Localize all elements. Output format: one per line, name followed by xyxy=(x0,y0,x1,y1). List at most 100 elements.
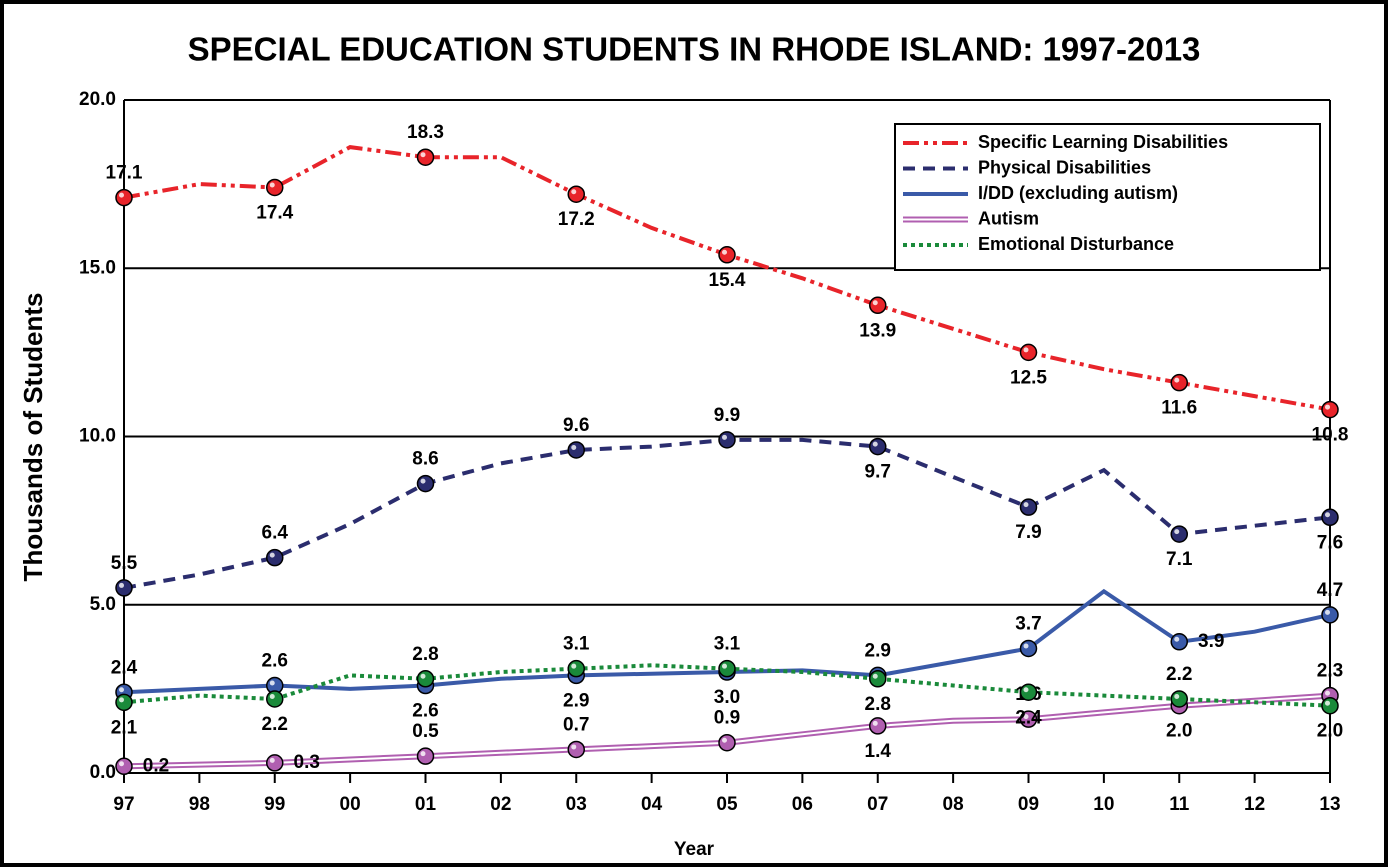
data-label: 2.8 xyxy=(412,644,438,665)
data-point-shine xyxy=(571,744,577,750)
data-point xyxy=(416,474,435,493)
data-point-shine xyxy=(269,182,275,188)
data-point-shine xyxy=(1325,609,1330,615)
data-point-shine xyxy=(1174,693,1180,699)
y-tick-label: 15.0 xyxy=(79,257,116,278)
data-point xyxy=(1170,690,1188,708)
data-point xyxy=(1170,633,1188,651)
x-tick-label: 02 xyxy=(490,794,511,815)
data-point xyxy=(266,690,284,708)
data-point-shine xyxy=(872,441,878,447)
x-tick-label: 05 xyxy=(716,794,738,815)
x-tick-label: 13 xyxy=(1319,794,1340,815)
data-label: 17.1 xyxy=(106,163,143,184)
data-point xyxy=(115,188,133,207)
data-label: 0.3 xyxy=(294,752,320,773)
data-label: 10.8 xyxy=(1312,425,1349,446)
data-point xyxy=(1321,696,1339,715)
data-point-shine xyxy=(1174,377,1180,383)
data-label: 17.2 xyxy=(558,209,595,230)
x-tick-label: 11 xyxy=(1169,794,1190,815)
data-point xyxy=(567,185,585,203)
data-point-shine xyxy=(1325,512,1330,518)
data-point-shine xyxy=(1023,714,1029,720)
x-tick-label: 97 xyxy=(113,794,134,815)
data-label: 3.0 xyxy=(714,687,740,708)
data-label: 2.9 xyxy=(865,640,891,661)
data-point-shine xyxy=(269,552,275,558)
data-point xyxy=(869,670,887,688)
data-point-shine xyxy=(1325,404,1330,410)
series-line xyxy=(123,663,1331,708)
data-point xyxy=(1019,639,1038,658)
data-label: 2.4 xyxy=(111,657,138,678)
data-label: 2.3 xyxy=(1317,661,1343,682)
data-label: 7.9 xyxy=(1015,522,1041,543)
data-point-shine xyxy=(722,434,727,440)
data-point-shine xyxy=(119,582,124,588)
data-label: 2.2 xyxy=(1166,664,1192,685)
x-tick-label: 03 xyxy=(566,794,587,815)
y-tick-label: 20.0 xyxy=(79,89,116,110)
data-label: 17.4 xyxy=(256,203,293,224)
data-label: 3.7 xyxy=(1015,614,1041,635)
data-point xyxy=(718,733,736,752)
x-tick-label: 09 xyxy=(1018,794,1039,815)
data-point-shine xyxy=(722,663,727,669)
data-label: 2.1 xyxy=(111,717,138,738)
data-point xyxy=(416,670,435,688)
data-point-shine xyxy=(872,300,878,306)
data-point-shine xyxy=(119,192,124,198)
data-point-shine xyxy=(1174,529,1180,535)
data-label: 6.4 xyxy=(262,523,289,544)
data-label: 2.0 xyxy=(1166,721,1192,742)
data-label: 11.6 xyxy=(1161,398,1197,419)
data-label: 2.6 xyxy=(412,701,438,722)
data-point xyxy=(1019,343,1038,362)
x-tick-label: 01 xyxy=(415,794,437,815)
data-label: 0.2 xyxy=(143,755,169,776)
data-point xyxy=(869,437,887,456)
data-point-shine xyxy=(420,673,426,679)
x-tick-label: 06 xyxy=(792,794,813,815)
data-point-shine xyxy=(119,697,124,703)
data-point-shine xyxy=(269,757,275,763)
data-label: 13.9 xyxy=(859,320,896,341)
data-label: 5.5 xyxy=(111,553,138,574)
data-label: 4.7 xyxy=(1317,580,1343,601)
data-point-shine xyxy=(420,152,426,158)
data-label: 2.9 xyxy=(563,690,589,711)
legend-box xyxy=(894,123,1321,271)
data-point-shine xyxy=(269,693,275,699)
data-point xyxy=(1321,508,1339,527)
data-label: 2.4 xyxy=(1015,707,1042,728)
data-point xyxy=(1019,683,1038,701)
x-axis-label: Year xyxy=(674,839,715,860)
data-point xyxy=(1170,525,1188,543)
data-point-shine xyxy=(872,720,878,726)
data-point-shine xyxy=(722,737,727,743)
x-tick-label: 07 xyxy=(867,794,888,815)
data-label: 15.4 xyxy=(709,270,746,291)
data-point xyxy=(266,178,284,197)
data-point xyxy=(1321,606,1339,624)
data-label: 3.1 xyxy=(714,634,741,655)
data-label: 1.4 xyxy=(865,741,892,762)
data-point xyxy=(869,717,887,735)
data-point xyxy=(567,441,585,459)
data-label: 9.7 xyxy=(865,462,891,483)
x-tick-label: 98 xyxy=(189,794,210,815)
data-label: 3.1 xyxy=(563,634,590,655)
data-label: 0.7 xyxy=(563,714,589,735)
data-point-shine xyxy=(571,189,577,195)
legend-label: Physical Disabilities xyxy=(978,157,1151,177)
data-point-shine xyxy=(1174,636,1180,642)
x-tick-label: 00 xyxy=(340,794,361,815)
data-label: 7.1 xyxy=(1166,549,1193,570)
data-point xyxy=(567,659,585,678)
data-label: 2.8 xyxy=(865,694,891,715)
data-point-shine xyxy=(1023,643,1029,649)
data-point xyxy=(266,754,284,772)
data-label: 2.2 xyxy=(262,714,288,735)
